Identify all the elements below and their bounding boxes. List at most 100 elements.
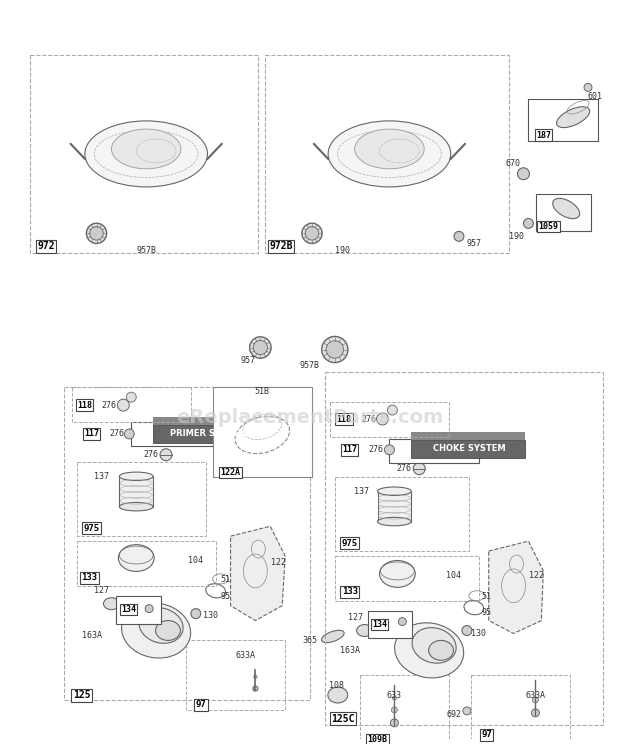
Text: 133: 133: [342, 587, 358, 596]
Bar: [117, 596, 161, 623]
Circle shape: [191, 609, 201, 618]
Text: 130: 130: [471, 629, 486, 638]
Text: 134: 134: [121, 605, 136, 614]
Ellipse shape: [122, 603, 190, 658]
Circle shape: [125, 429, 135, 439]
Ellipse shape: [139, 608, 183, 644]
Ellipse shape: [378, 487, 411, 496]
Text: 365: 365: [303, 636, 317, 645]
Circle shape: [117, 399, 130, 411]
Circle shape: [253, 686, 258, 691]
Circle shape: [90, 227, 104, 240]
Bar: [368, 611, 412, 638]
Text: 975: 975: [342, 539, 358, 548]
Text: 187: 187: [536, 130, 551, 140]
Text: 957: 957: [241, 356, 256, 365]
Bar: [131, 422, 221, 446]
Ellipse shape: [328, 121, 451, 187]
Bar: [77, 462, 206, 536]
Text: 1059: 1059: [538, 222, 558, 231]
Text: 117: 117: [84, 429, 99, 438]
Bar: [30, 54, 259, 253]
Bar: [213, 387, 312, 477]
Text: 122: 122: [271, 559, 286, 568]
Circle shape: [160, 449, 172, 461]
Circle shape: [391, 707, 397, 713]
Text: 122A: 122A: [221, 468, 241, 477]
Text: 122: 122: [529, 571, 544, 580]
Ellipse shape: [118, 545, 154, 571]
Text: 276: 276: [144, 450, 159, 459]
Circle shape: [414, 463, 425, 475]
Text: CHOKE SYSTEM: CHOKE SYSTEM: [433, 444, 505, 453]
Bar: [335, 556, 479, 600]
Bar: [360, 676, 449, 744]
Ellipse shape: [379, 560, 415, 587]
Text: 118: 118: [77, 400, 92, 410]
Bar: [378, 491, 411, 522]
Text: 276: 276: [397, 464, 412, 473]
Circle shape: [388, 405, 397, 415]
Circle shape: [391, 719, 399, 727]
Text: eReplacementParts.com: eReplacementParts.com: [176, 408, 444, 426]
Circle shape: [145, 605, 153, 612]
Bar: [389, 439, 479, 463]
Circle shape: [250, 337, 271, 359]
Ellipse shape: [552, 199, 580, 219]
Text: 276: 276: [102, 400, 117, 410]
Text: 117: 117: [342, 446, 357, 455]
Text: 276: 276: [361, 414, 376, 423]
Text: 276: 276: [368, 446, 383, 455]
Text: 137: 137: [354, 487, 369, 496]
Bar: [411, 440, 526, 458]
Text: 104: 104: [446, 571, 461, 580]
Text: 130: 130: [203, 611, 218, 620]
Text: 633A: 633A: [525, 690, 546, 699]
Circle shape: [584, 83, 592, 92]
Text: 95: 95: [221, 592, 231, 601]
Bar: [120, 476, 153, 507]
Text: 601: 601: [588, 92, 603, 101]
Text: 95: 95: [482, 608, 492, 617]
Text: 276: 276: [110, 429, 125, 438]
Text: 125: 125: [73, 690, 91, 700]
Ellipse shape: [378, 517, 411, 526]
Text: 125C: 125C: [331, 714, 355, 724]
Text: 51: 51: [221, 575, 231, 584]
Ellipse shape: [85, 121, 208, 187]
Text: 633A: 633A: [236, 651, 255, 660]
Bar: [153, 417, 264, 425]
Ellipse shape: [322, 630, 344, 643]
Ellipse shape: [356, 624, 373, 636]
Text: 127: 127: [348, 613, 363, 622]
Ellipse shape: [120, 502, 153, 511]
Ellipse shape: [394, 623, 464, 678]
Circle shape: [86, 223, 107, 243]
Text: 108: 108: [329, 681, 344, 690]
Ellipse shape: [120, 472, 153, 481]
Circle shape: [326, 341, 343, 359]
Text: 97: 97: [481, 731, 492, 740]
Bar: [72, 387, 191, 422]
Bar: [528, 99, 598, 141]
Text: 51: 51: [482, 592, 492, 601]
Text: 163A: 163A: [82, 631, 102, 640]
Circle shape: [302, 223, 322, 243]
Circle shape: [463, 707, 471, 715]
Ellipse shape: [112, 129, 181, 169]
Text: 190: 190: [335, 246, 350, 254]
Text: 972: 972: [37, 241, 55, 251]
Ellipse shape: [412, 628, 456, 663]
Polygon shape: [489, 541, 543, 633]
Text: 104: 104: [188, 557, 203, 565]
Circle shape: [305, 227, 319, 240]
Circle shape: [518, 168, 529, 180]
Text: 975: 975: [84, 524, 100, 533]
Text: 957B: 957B: [136, 246, 156, 254]
Bar: [411, 432, 526, 440]
Bar: [153, 425, 264, 443]
Bar: [536, 193, 591, 231]
Circle shape: [531, 709, 539, 717]
Ellipse shape: [156, 620, 180, 641]
Text: 97: 97: [195, 700, 206, 710]
